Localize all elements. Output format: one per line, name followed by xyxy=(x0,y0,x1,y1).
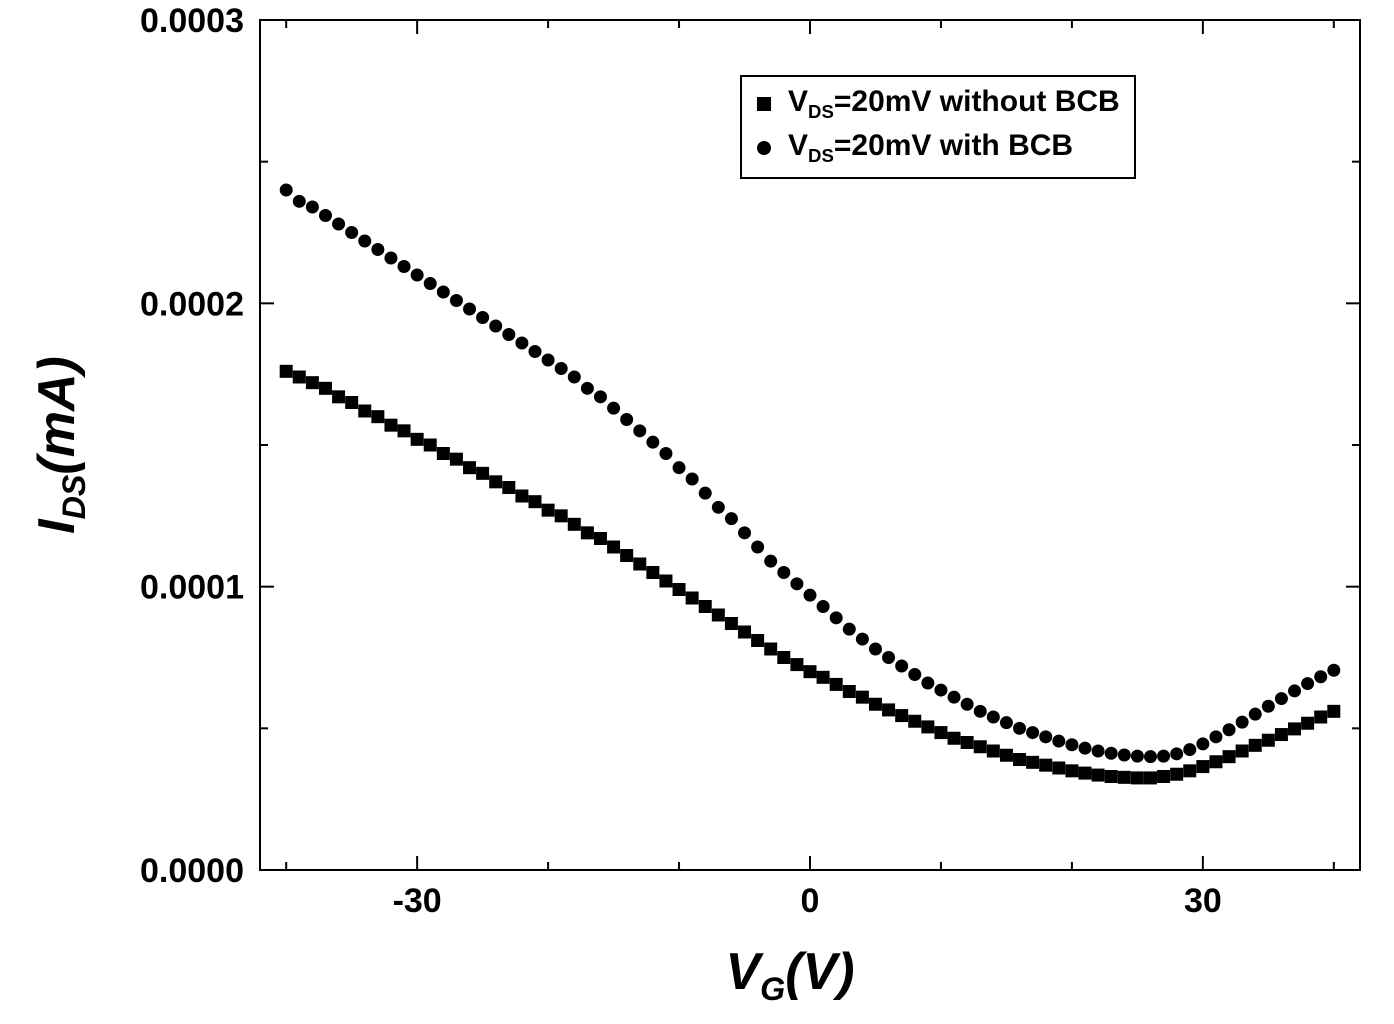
y-tick-label: 0.0003 xyxy=(140,2,244,40)
x-tick-label: -30 xyxy=(393,882,442,920)
x-tick-label: 30 xyxy=(1184,882,1222,920)
square-marker-icon xyxy=(754,94,774,114)
chart-svg: -30 0 30 0.0000 0.0001 0.0002 0.0003 xyxy=(0,0,1394,1024)
y-axis-title: IDS(mA) xyxy=(27,356,93,534)
circle-marker-icon xyxy=(754,138,774,158)
legend-item: VDS=20mV with BCB xyxy=(754,129,1120,167)
legend-label: VDS=20mV without BCB xyxy=(788,85,1120,123)
y-tick-label: 0.0001 xyxy=(140,569,244,607)
legend-label: VDS=20mV with BCB xyxy=(788,129,1073,167)
y-tick-label: 0.0002 xyxy=(140,285,244,323)
legend: VDS=20mV without BCB VDS=20mV with BCB xyxy=(740,75,1136,179)
y-tick-label: 0.0000 xyxy=(140,852,244,890)
chart-container: -30 0 30 0.0000 0.0001 0.0002 0.0003 IDS(mA) V… xyxy=(0,0,1394,1024)
legend-item: VDS=20mV without BCB xyxy=(754,85,1120,123)
x-tick-label: 0 xyxy=(801,882,820,920)
x-axis-title: VG(V) xyxy=(725,942,854,1008)
